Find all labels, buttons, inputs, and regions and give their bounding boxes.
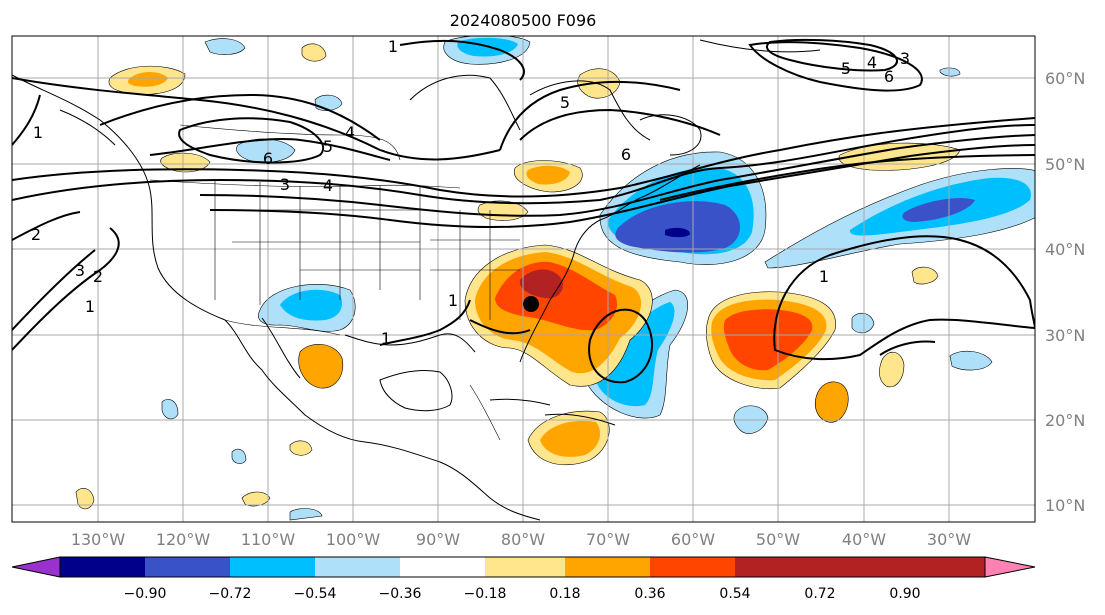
colorbar-tick-label: −0.18: [464, 586, 507, 602]
lat-label: 20°N: [1045, 411, 1085, 430]
negative-anomaly-region: [615, 201, 740, 253]
colorbar-tick-label: 0.18: [549, 586, 580, 602]
negative-anomaly-region: [204, 38, 246, 55]
lon-label: 60°W: [671, 530, 715, 549]
colorbar-segment: [485, 557, 565, 577]
political-borders: [149, 124, 520, 441]
colorbar-segment: [230, 557, 315, 577]
colorbar-segment: [735, 557, 820, 577]
shaded-anomalies: [75, 36, 1035, 521]
negative-anomaly-region: [595, 302, 675, 407]
figure-title: 2024080500 F096: [450, 11, 597, 30]
colorbar-max-extension: [984, 556, 1036, 578]
contour-label: 3: [75, 261, 85, 280]
colorbar-segment: [60, 557, 145, 577]
map-frame: [11, 35, 1036, 523]
contour-label: 6: [263, 149, 273, 168]
positive-anomaly-region: [911, 266, 939, 285]
negative-anomaly-region: [280, 289, 343, 321]
positive-anomaly-region: [815, 381, 849, 423]
contour-label: 5: [323, 137, 333, 156]
storm-center-marker: [523, 296, 539, 312]
colorbar-tick-label: −0.54: [294, 586, 337, 602]
colorbar-min-extension: [11, 556, 61, 578]
contour-label: 6: [884, 67, 894, 86]
negative-anomaly-region: [231, 448, 247, 464]
colorbar-segment: [145, 557, 230, 577]
lat-label: 30°N: [1045, 326, 1085, 345]
lat-label: 50°N: [1045, 155, 1085, 174]
colorbar: −0.90 −0.72 −0.54 −0.36 −0.18 0.18 0.36 …: [11, 556, 1036, 602]
lon-label: 30°W: [927, 530, 971, 549]
colorbar-segment: [400, 557, 485, 577]
positive-anomaly-region: [519, 269, 563, 299]
colorbar-segment: [820, 557, 905, 577]
negative-anomaly-region: [902, 198, 975, 222]
colorbar-tick-label: 0.36: [634, 586, 665, 602]
negative-anomaly-region: [665, 227, 690, 238]
coastlines: [12, 39, 821, 521]
map-panel: 1 1 1 1 1 1 2 2 3 3 3 4 4 4 5 5 5 6 6 6: [12, 36, 1035, 522]
positive-anomaly-region: [289, 440, 313, 456]
lat-label: 10°N: [1045, 496, 1085, 515]
negative-anomaly-region: [939, 67, 961, 77]
positive-anomaly-region: [127, 72, 168, 87]
colorbar-frame: [59, 556, 986, 578]
colorbar-segment: [905, 557, 985, 577]
contour-label: 5: [841, 59, 851, 78]
latitude-labels: 60°N 50°N 40°N 30°N 20°N 10°N: [1045, 69, 1085, 515]
positive-anomaly-region: [241, 491, 271, 507]
contour-label: 5: [560, 93, 570, 112]
colorbar-tick-label: 0.90: [889, 586, 920, 602]
colorbar-tick-label: 0.54: [719, 586, 750, 602]
contour-label: 1: [33, 123, 43, 142]
negative-anomaly-region: [949, 350, 993, 371]
contour-label: 6: [621, 145, 631, 164]
longitude-labels: 130°W 120°W 110°W 100°W 90°W 80°W 70°W 6…: [71, 530, 971, 549]
lon-label: 100°W: [326, 530, 381, 549]
lat-label: 40°N: [1045, 240, 1085, 259]
contour-lines: [12, 38, 1035, 384]
contour-label: 4: [867, 53, 877, 72]
lon-label: 40°W: [842, 530, 886, 549]
contour-label: 2: [31, 225, 41, 244]
lon-label: 50°W: [756, 530, 800, 549]
negative-anomaly-region: [289, 508, 323, 521]
lon-label: 130°W: [71, 530, 126, 549]
lon-label: 110°W: [241, 530, 296, 549]
colorbar-tick-label: −0.36: [379, 586, 422, 602]
contour-label: 1: [448, 291, 458, 310]
contour-label-group: 1 1 1 1 1 1 2 2 3 3 3 4 4 4 5 5 5 6 6 6: [31, 37, 910, 348]
positive-anomaly-region: [540, 420, 601, 457]
negative-anomaly-region: [851, 312, 875, 334]
contour-label: 3: [900, 49, 910, 68]
colorbar-tick-label: −0.72: [209, 586, 252, 602]
colorbar-segment: [650, 557, 735, 577]
lon-label: 90°W: [416, 530, 460, 549]
contour-label: 4: [345, 123, 355, 142]
lon-label: 80°W: [501, 530, 545, 549]
lat-label: 60°N: [1045, 69, 1085, 88]
contour-label: 3: [280, 175, 290, 194]
colorbar-segment: [315, 557, 400, 577]
colorbar-tick-label: 0.72: [804, 586, 835, 602]
contour-label: 1: [381, 329, 391, 348]
contour-label: 2: [93, 267, 103, 286]
contour-label: 1: [85, 297, 95, 316]
positive-anomaly-region: [298, 344, 344, 389]
positive-anomaly-region: [723, 309, 813, 371]
contour-label: 1: [819, 267, 829, 286]
positive-anomaly-region: [526, 165, 570, 185]
negative-anomaly-region: [161, 399, 179, 420]
colorbar-segment: [565, 557, 650, 577]
lon-label: 120°W: [156, 530, 211, 549]
positive-anomaly-region: [879, 352, 905, 388]
contour-label: 4: [323, 176, 333, 195]
colorbar-tick-label: −0.90: [124, 586, 167, 602]
lon-label: 70°W: [586, 530, 630, 549]
positive-anomaly-region: [75, 487, 95, 510]
contour-label: 1: [388, 37, 398, 56]
positive-anomaly-region: [301, 43, 327, 62]
